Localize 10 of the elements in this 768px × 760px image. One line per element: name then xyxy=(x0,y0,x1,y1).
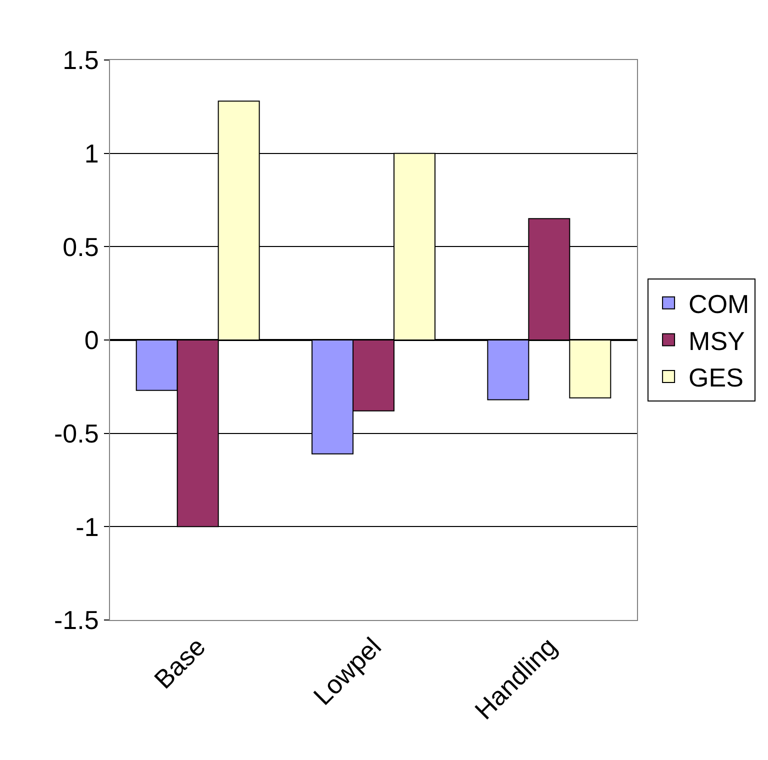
y-tick-label: 0 xyxy=(84,325,99,356)
legend-label: COM xyxy=(688,289,750,320)
y-tick-label: -0.5 xyxy=(54,418,99,448)
y-tick-label: 0.5 xyxy=(62,232,99,262)
legend-label: GES xyxy=(688,362,744,393)
legend-label: MSY xyxy=(688,326,745,356)
y-tick-label: -1.5 xyxy=(54,605,99,636)
y-tick-label: 1 xyxy=(84,138,99,168)
y-tick-label: 1.5 xyxy=(62,45,99,76)
y-tick-label: -1 xyxy=(76,512,99,542)
